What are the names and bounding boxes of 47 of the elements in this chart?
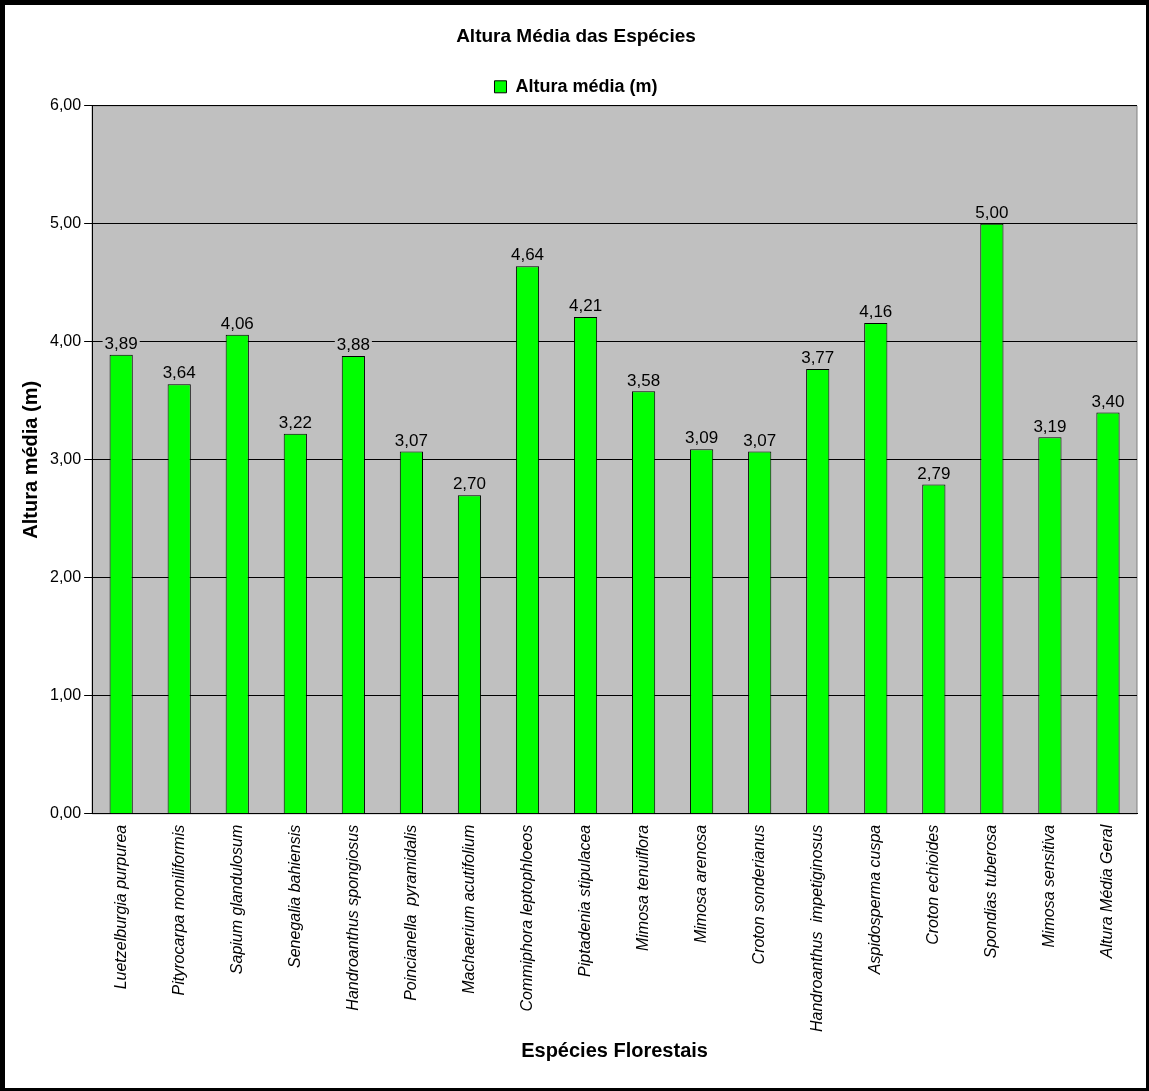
data-label: 3,77: [801, 348, 835, 368]
data-label: 5,00: [975, 202, 1009, 222]
data-label: 2,70: [452, 474, 486, 494]
x-tick-label: Croton sonderianus: [750, 824, 768, 965]
y-tick-label: 3,00: [50, 450, 82, 468]
data-label: 4,06: [220, 313, 254, 333]
y-axis-title: Altura média (m): [18, 380, 41, 539]
x-tick-label: Handroanthus impetiginosus: [808, 824, 826, 1032]
x-tick-label: Croton echioides: [924, 824, 942, 945]
x-tick-label: Sapium glandulosum: [227, 824, 245, 975]
y-tick-label: 5,00: [50, 214, 82, 232]
data-label: 2,79: [917, 463, 951, 483]
legend-label: Altura média (m): [515, 75, 658, 96]
x-tick-label: Pityrocarpa moniliformis: [169, 824, 187, 996]
data-label: 3,07: [743, 430, 777, 450]
x-tick-label: Senegalia bahiensis: [285, 824, 303, 968]
x-tick-label: Luetzelburgia purpurea: [111, 824, 129, 990]
y-tick-label: 4,00: [50, 332, 82, 350]
chart-title: Altura Média das Espécies: [456, 24, 696, 46]
x-tick-label: Aspidosperma cuspa: [866, 824, 884, 976]
x-tick-label: Machaerium acutifolium: [459, 824, 477, 994]
data-label: 4,64: [510, 245, 545, 265]
data-label: 4,21: [569, 296, 603, 316]
data-label: 3,89: [104, 333, 138, 353]
x-tick-label: Commiphora leptophloeos: [517, 824, 535, 1012]
y-tick-label: 2,00: [50, 568, 82, 586]
data-label: 3,58: [627, 370, 661, 390]
data-label: 4,16: [859, 302, 893, 322]
data-label: 3,64: [162, 363, 196, 383]
data-label: 3,88: [336, 335, 370, 355]
x-tick-label: Handroanthus spongiosus: [343, 824, 361, 1011]
y-tick-label: 1,00: [50, 686, 82, 704]
y-tick-label: 0,00: [50, 804, 82, 822]
x-tick-label: Mimosa arenosa: [692, 824, 710, 944]
y-tick-label: 6,00: [50, 96, 82, 114]
data-label: 3,07: [394, 430, 428, 450]
x-tick-label: Mimosa sensitiva: [1040, 824, 1058, 948]
x-tick-label: Spondias tuberosa: [982, 824, 1000, 959]
data-label: 3,22: [278, 413, 312, 433]
data-label: 3,09: [685, 428, 719, 448]
data-label: 3,19: [1033, 416, 1067, 436]
x-tick-label: Mimosa tenuiflora: [634, 824, 652, 952]
x-tick-label: Piptadenia stipulacea: [576, 824, 593, 977]
x-tick-label: Poincianella pyramidalis: [401, 824, 419, 1001]
x-axis-title: Espécies Florestais: [521, 1038, 708, 1061]
data-label: 3,40: [1091, 391, 1125, 411]
x-tick-label: Altura Média Geral: [1098, 824, 1116, 960]
